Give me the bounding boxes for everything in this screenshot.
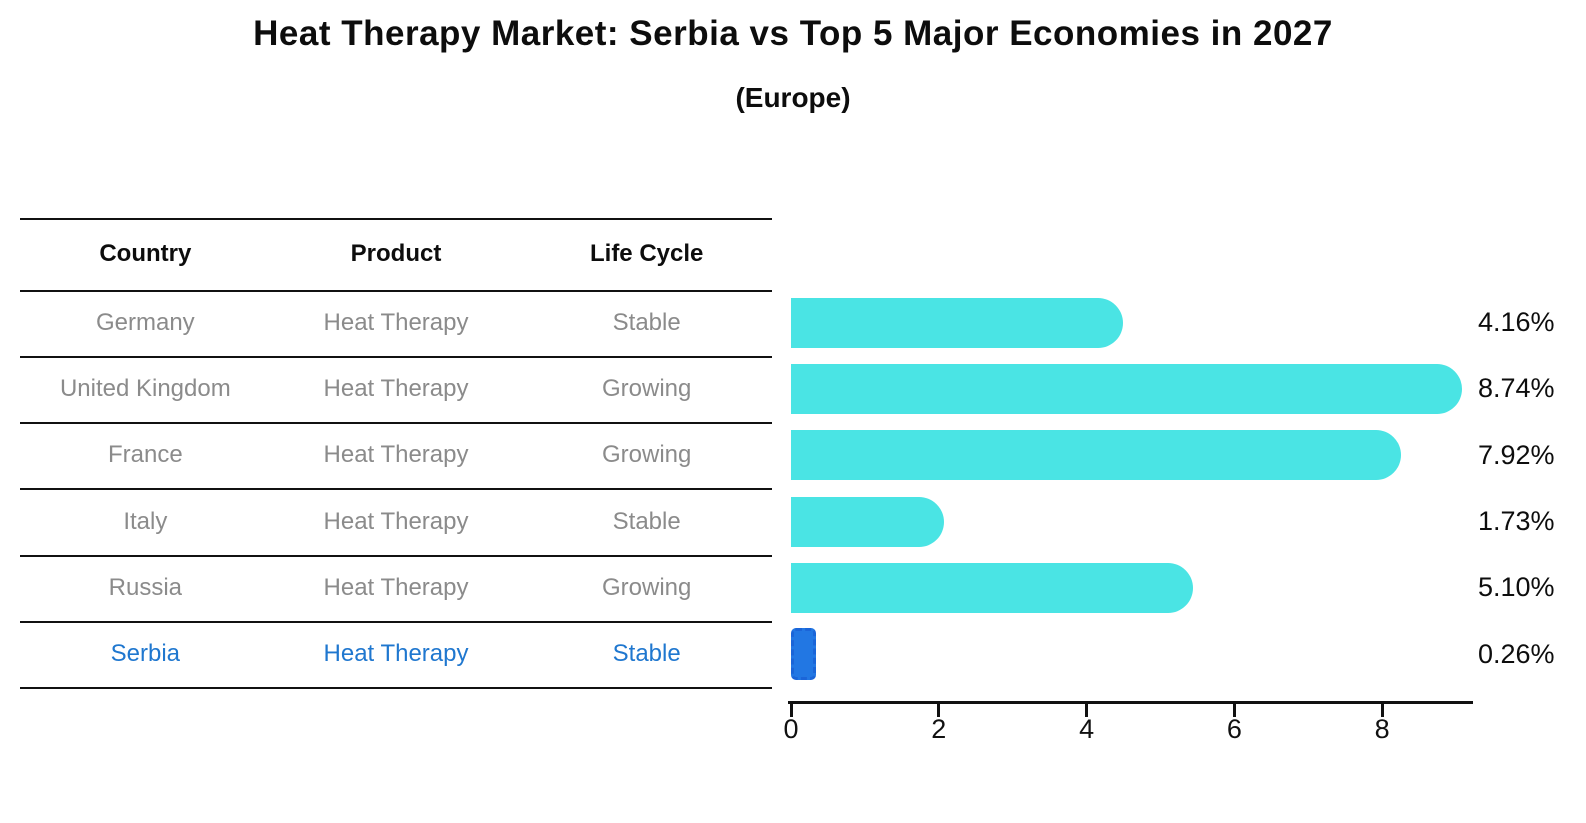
table-row-rule	[20, 355, 772, 358]
table-row-rule	[20, 422, 772, 425]
table-row: Serbia Heat Therapy Stable	[20, 621, 772, 687]
cell-country: Italy	[123, 507, 168, 535]
x-tick	[1232, 704, 1236, 717]
x-tick-label: 0	[783, 714, 799, 744]
bar-france	[791, 430, 1402, 481]
value-label: 7.92%	[1478, 439, 1555, 470]
value-label: 4.16%	[1478, 307, 1555, 338]
x-tick-label: 2	[931, 714, 947, 744]
cell-product: Heat Therapy	[323, 441, 469, 469]
cell-lifecycle: Growing	[601, 441, 692, 469]
cell-lifecycle: Stable	[612, 507, 681, 535]
cell-product: Heat Therapy	[323, 374, 469, 402]
bar-serbia-highlight	[791, 628, 817, 681]
cell-lifecycle: Stable	[612, 640, 681, 668]
x-tick	[937, 704, 941, 717]
bar-russia	[791, 562, 1193, 613]
cell-country: Serbia	[110, 640, 181, 668]
table-row-rule	[20, 488, 772, 491]
page-title: Heat Therapy Market: Serbia vs Top 5 Maj…	[253, 14, 1333, 53]
cell-lifecycle: Growing	[601, 573, 692, 601]
cell-country: Russia	[108, 573, 183, 601]
x-tick	[1380, 704, 1384, 717]
table-row: Germany Heat Therapy Stable	[20, 290, 772, 356]
value-label: 5.10%	[1478, 572, 1555, 603]
table-row: France Heat Therapy Growing	[20, 422, 772, 488]
table-row-rule	[20, 554, 772, 557]
cell-product: Heat Therapy	[323, 308, 469, 336]
cell-country: United Kingdom	[59, 374, 231, 402]
value-label: 8.74%	[1478, 373, 1555, 404]
cell-lifecycle: Growing	[601, 374, 692, 402]
cell-product: Heat Therapy	[323, 640, 469, 668]
table-row: Russia Heat Therapy Growing	[20, 555, 772, 621]
bar-germany	[791, 297, 1124, 348]
table-header-row: Country Product Life Cycle	[20, 220, 772, 288]
table-bottom-rule	[20, 687, 772, 690]
table-top-rule	[20, 218, 772, 220]
x-tick-label: 8	[1374, 714, 1390, 744]
cell-country: Germany	[95, 308, 195, 336]
chart-subtitle: (Europe)	[735, 82, 851, 113]
table-row: Italy Heat Therapy Stable	[20, 488, 772, 554]
x-tick	[1085, 704, 1089, 717]
header-cell-lifecycle: Life Cycle	[589, 240, 704, 267]
table-row: United Kingdom Heat Therapy Growing	[20, 356, 772, 422]
value-label: 1.73%	[1478, 506, 1555, 537]
cell-lifecycle: Stable	[612, 308, 681, 336]
header-cell-country: Country	[99, 240, 192, 267]
cell-country: France	[107, 441, 183, 469]
x-tick-label: 4	[1079, 714, 1095, 744]
x-tick-label: 6	[1226, 714, 1242, 744]
value-label: 0.26%	[1478, 638, 1555, 669]
cell-product: Heat Therapy	[323, 507, 469, 535]
header-cell-product: Product	[350, 240, 442, 267]
table-row-rule	[20, 621, 772, 623]
bar-italy	[791, 496, 944, 547]
table-header-rule	[20, 289, 772, 292]
x-tick	[789, 704, 793, 717]
x-axis-line	[788, 701, 1473, 704]
bar-united-kingdom	[791, 363, 1462, 414]
cell-product: Heat Therapy	[323, 573, 469, 601]
